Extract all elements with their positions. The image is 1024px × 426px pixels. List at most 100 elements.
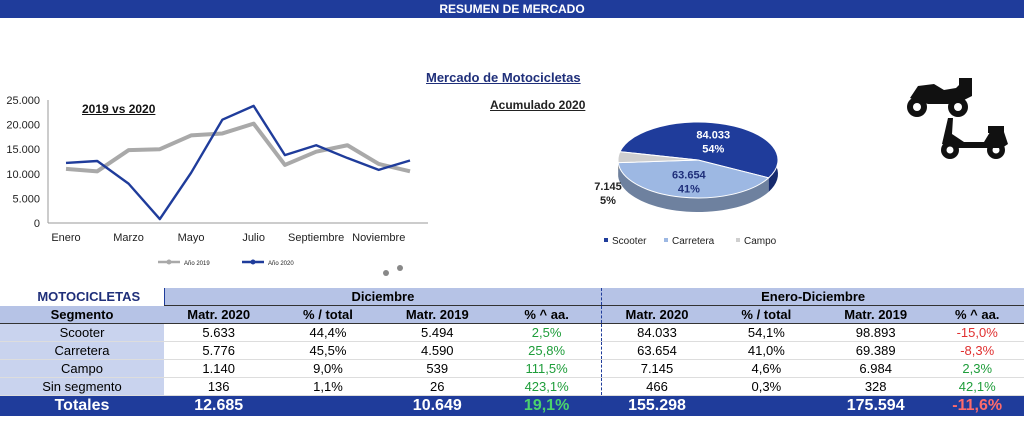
legend-marker <box>166 259 172 265</box>
line-chart-title: 2019 vs 2020 <box>82 102 156 116</box>
cell: 69.389 <box>820 341 931 360</box>
cell: 26 <box>382 377 492 396</box>
pie-value-label: 7.145 <box>594 181 622 193</box>
cell: 44,4% <box>273 323 383 342</box>
cell: 9,0% <box>273 359 383 378</box>
cell: 539 <box>382 359 492 378</box>
cell: 1.140 <box>164 359 274 378</box>
y-tick-label: 25.000 <box>6 95 40 107</box>
touring-motorcycle-icon <box>907 78 972 117</box>
pie-legend-label: Carretera <box>672 236 715 247</box>
pie-legend-label: Scooter <box>612 236 647 247</box>
cell: 5.776 <box>164 341 274 360</box>
x-tick-label: Julio <box>242 232 265 244</box>
col-header: Matr. 2020 <box>601 305 712 324</box>
col-header: Matr. 2019 <box>820 305 931 324</box>
cell: 4,6% <box>711 359 821 378</box>
pie-legend-label: Campo <box>744 236 777 247</box>
cell: 84.033 <box>601 323 712 342</box>
col-header: % ^ aa. <box>930 305 1024 324</box>
pie-legend-swatch <box>664 238 668 242</box>
totals-row: Totales 12.685 10.649 19,1% 155.298 175.… <box>0 395 1024 416</box>
pie-slice-carretera <box>617 159 770 199</box>
group-header-diciembre: Diciembre <box>163 288 602 306</box>
col-header: % / total <box>711 305 821 324</box>
cell: 423,1% <box>491 377 602 396</box>
table-row: Carretera 5.776 45,5% 4.590 25,8% 63.654… <box>0 341 1024 360</box>
col-header: % / total <box>273 305 383 324</box>
group-header-acumulado: Enero-Diciembre <box>601 288 1024 306</box>
cell: 466 <box>601 377 712 396</box>
cell: 54,1% <box>711 323 821 342</box>
x-tick-label: Marzo <box>113 232 144 244</box>
cell: 25,8% <box>491 341 602 360</box>
pie-slice-scooter <box>619 121 779 179</box>
cell: 63.654 <box>601 341 712 360</box>
cell: 0,3% <box>711 377 821 396</box>
pie-pct-label: 5% <box>600 195 616 207</box>
cell: 5.633 <box>164 323 274 342</box>
cell: -8,3% <box>930 341 1024 360</box>
pie-slice-campo <box>617 151 699 164</box>
x-tick-label: Mayo <box>178 232 205 244</box>
y-tick-label: 0 <box>34 218 40 230</box>
table-row: Scooter 5.633 44,4% 5.494 2,5% 84.033 54… <box>0 323 1024 342</box>
x-tick-label: Enero <box>51 232 80 244</box>
pie-chart-title: Acumulado 2020 <box>490 98 586 112</box>
cell: 328 <box>820 377 931 396</box>
cell: 1,1% <box>273 377 383 396</box>
cell: -11,6% <box>930 395 1024 416</box>
y-tick-label: 15.000 <box>6 144 40 156</box>
scooter-icon <box>941 118 1008 159</box>
pie-pct-label: 54% <box>702 143 724 155</box>
cell: 155.298 <box>601 395 712 416</box>
x-tick-label: Noviembre <box>352 232 405 244</box>
pie-legend-swatch <box>604 238 608 242</box>
segment-cell: Carretera <box>0 341 164 360</box>
col-header: % ^ aa. <box>491 305 602 324</box>
cell: 10.649 <box>382 395 492 416</box>
table-row: Campo 1.140 9,0% 539 111,5% 7.145 4,6% 6… <box>0 359 1024 378</box>
legend-label: Año 2020 <box>268 261 294 267</box>
col-header: Matr. 2019 <box>382 305 492 324</box>
series-line-2019 <box>65 121 411 174</box>
table-row: Sin segmento 136 1,1% 26 423,1% 466 0,3%… <box>0 377 1024 396</box>
main-title: Mercado de Motocicletas <box>426 70 581 85</box>
cell: 136 <box>164 377 274 396</box>
pie-value-label: 84.033 <box>696 129 730 141</box>
col-header-segmento: Segmento <box>0 305 164 324</box>
pie-chart: 84.033 54% 63.654 41% 7.145 5% Scooter Carrete… <box>594 121 779 247</box>
pie-legend-swatch <box>736 238 740 242</box>
cell: 6.984 <box>820 359 931 378</box>
cell: 2,5% <box>491 323 602 342</box>
market-table: MOTOCICLETAS Diciembre Enero-Diciembre S… <box>0 288 1024 416</box>
banner-title: RESUMEN DE MERCADO <box>0 0 1024 18</box>
pie-slice-side-carretera <box>618 162 769 212</box>
cell: 2,3% <box>930 359 1024 378</box>
cell <box>711 395 821 416</box>
cell: 7.145 <box>601 359 712 378</box>
segment-cell: Scooter <box>0 323 164 342</box>
decorative-dots <box>383 265 403 276</box>
col-header: Matr. 2020 <box>164 305 274 324</box>
cell: 98.893 <box>820 323 931 342</box>
cell: 111,5% <box>491 359 602 378</box>
cell: 12.685 <box>164 395 274 416</box>
pie-value-label: 63.654 <box>672 169 707 181</box>
cell <box>273 395 383 416</box>
cell: 42,1% <box>930 377 1024 396</box>
cell: 175.594 <box>820 395 931 416</box>
y-tick-label: 10.000 <box>6 169 40 181</box>
legend-marker <box>250 259 256 265</box>
y-tick-label: 20.000 <box>6 120 40 132</box>
cell: -15,0% <box>930 323 1024 342</box>
cell: 19,1% <box>491 395 602 416</box>
totals-label: Totales <box>0 395 164 416</box>
section-label: MOTOCICLETAS <box>37 289 141 305</box>
x-tick-label: Septiembre <box>288 232 344 244</box>
cell: 4.590 <box>382 341 492 360</box>
legend-label: Año 2019 <box>184 261 210 267</box>
line-chart: 0 5.000 10.000 15.000 20.000 25.000 Enero Marz… <box>6 95 428 267</box>
series-line-2020 <box>65 104 411 221</box>
segment-cell: Sin segmento <box>0 377 164 396</box>
